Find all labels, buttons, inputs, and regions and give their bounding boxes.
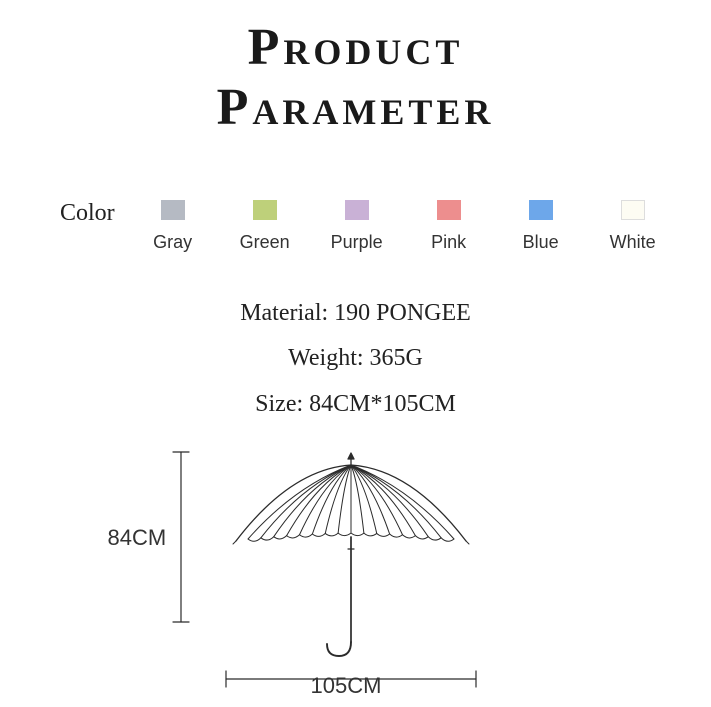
width-dimension-label: 105CM: [311, 673, 382, 699]
dimension-diagram: 84CM 105CM: [106, 447, 606, 707]
spec-weight: Weight: 365G: [0, 336, 711, 382]
title-line2: Parameter: [217, 79, 495, 136]
swatch-item: White: [605, 200, 661, 253]
swatch-name: Blue: [523, 232, 559, 253]
swatch-box: [253, 200, 277, 220]
swatches-container: Gray Green Purple Pink Blue White: [145, 200, 661, 253]
spec-size: Size: 84CM*105CM: [0, 382, 711, 428]
swatch-box: [345, 200, 369, 220]
swatch-name: Green: [240, 232, 290, 253]
swatch-name: Purple: [331, 232, 383, 253]
swatch-box: [437, 200, 461, 220]
spec-material: Material: 190 PONGEE: [0, 291, 711, 337]
color-row: Color Gray Green Purple Pink Blue White: [0, 200, 711, 253]
color-label: Color: [60, 200, 115, 227]
height-dimension-label: 84CM: [108, 525, 167, 551]
swatch-item: Green: [237, 200, 293, 253]
swatch-box: [621, 200, 645, 220]
swatch-item: Pink: [421, 200, 477, 253]
specs-block: Material: 190 PONGEE Weight: 365G Size: …: [0, 291, 711, 428]
swatch-name: White: [610, 232, 656, 253]
swatch-item: Blue: [513, 200, 569, 253]
swatch-name: Gray: [153, 232, 192, 253]
title-line1: Product: [248, 19, 464, 76]
swatch-name: Pink: [431, 232, 466, 253]
swatch-item: Gray: [145, 200, 201, 253]
swatch-box: [161, 200, 185, 220]
swatch-item: Purple: [329, 200, 385, 253]
swatch-box: [529, 200, 553, 220]
